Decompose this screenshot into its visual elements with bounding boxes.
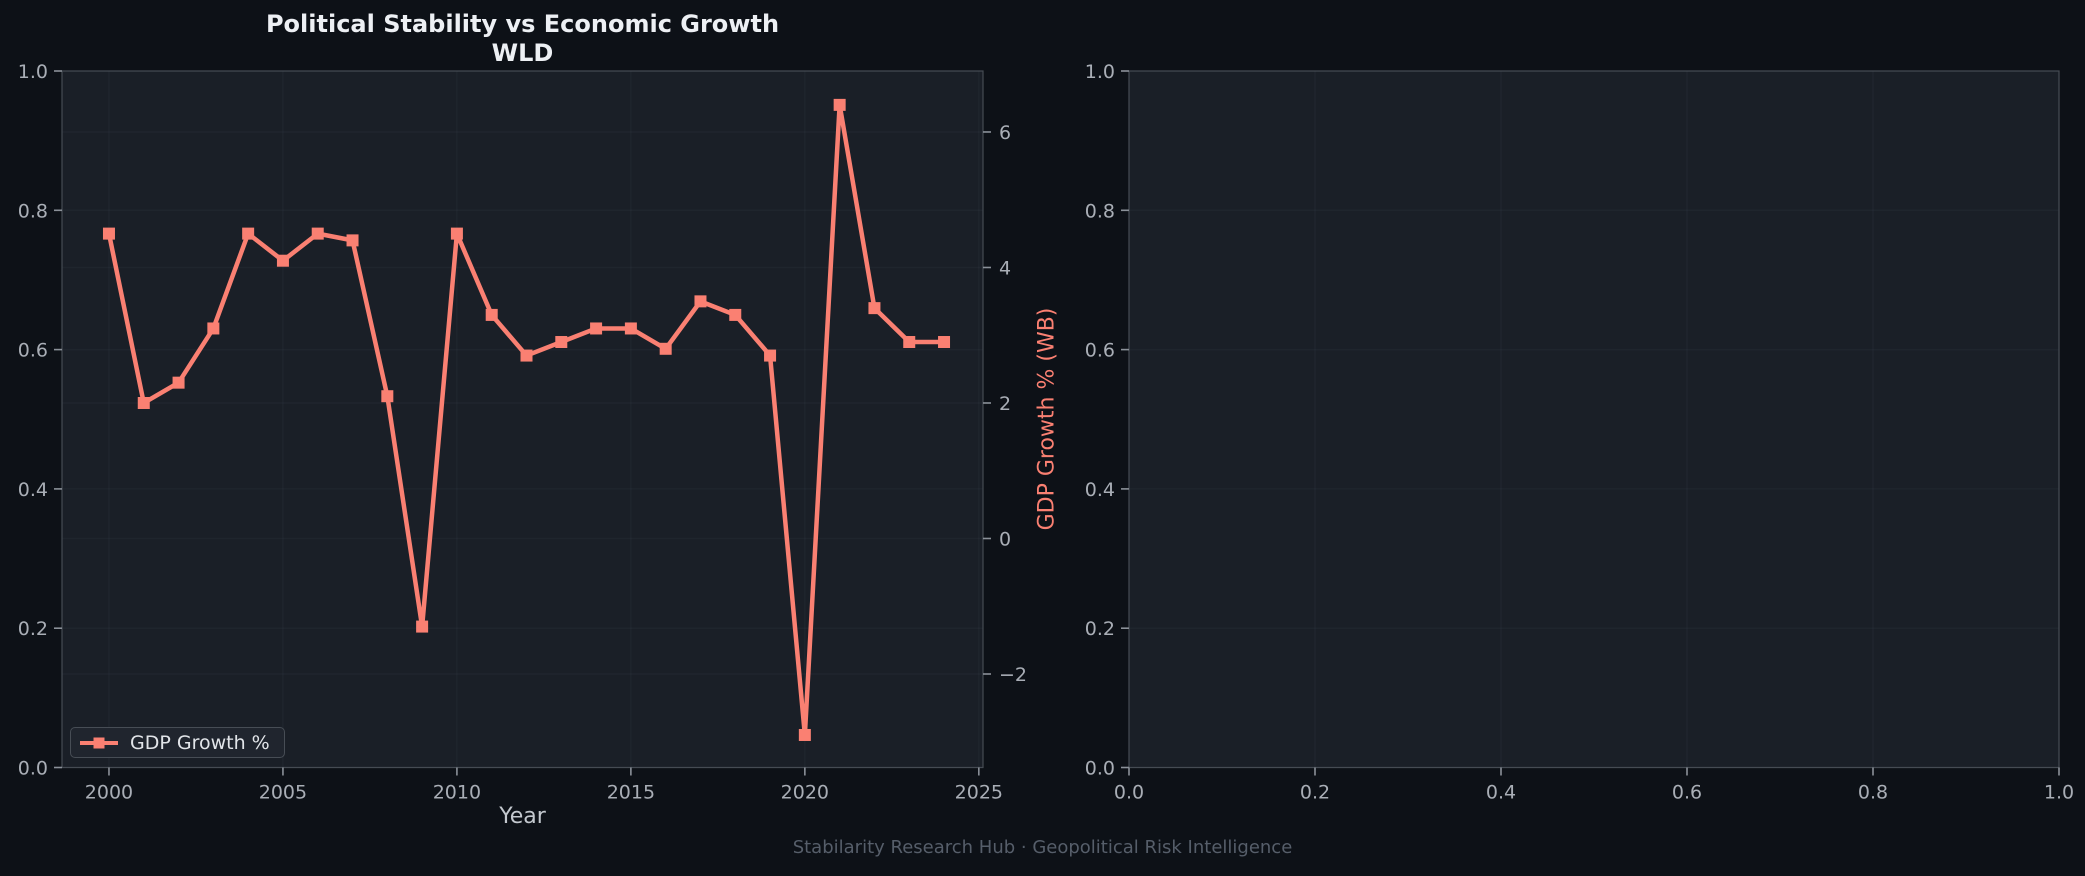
right-y-tick-label: 2: [999, 393, 1011, 415]
y-tick-label: 0.2: [18, 618, 48, 640]
data-point-2020: [798, 728, 811, 741]
y-tick-label: 1.0: [18, 61, 48, 83]
y-tick-label: 1.0: [1085, 61, 1115, 83]
data-point-2000: [102, 227, 115, 240]
data-point-2005: [276, 254, 289, 267]
y-tick-label: 0.0: [1085, 758, 1115, 780]
data-point-2016: [659, 342, 672, 355]
x-tick-label: 2015: [607, 782, 655, 804]
data-point-2007: [346, 234, 359, 247]
data-point-2002: [172, 376, 185, 389]
data-point-2019: [764, 349, 777, 362]
y-tick-label: 0.4: [1085, 479, 1115, 501]
x-tick-label: 2005: [259, 782, 307, 804]
right-y-tick-label: −2: [999, 664, 1027, 686]
y-tick-label: 0.6: [1085, 340, 1115, 362]
x-tick-label: 2020: [781, 782, 829, 804]
data-point-2001: [137, 396, 150, 409]
right-plot-area: [1129, 71, 2059, 768]
chart-subtitle: WLD: [491, 39, 554, 67]
right-axis-label: GDP Growth % (WB): [1034, 307, 1060, 531]
left-plot-area: [62, 71, 983, 768]
footer-text: Stabilarity Research Hub · Geopolitical …: [792, 837, 1293, 858]
data-point-2013: [555, 336, 568, 349]
data-point-2024: [938, 336, 951, 349]
right-y-tick-label: 4: [999, 257, 1011, 279]
y-tick-label: 0.2: [1085, 618, 1115, 640]
legend-line-sample-icon: [80, 737, 118, 748]
data-point-2003: [207, 322, 220, 335]
x-axis-label: Year: [499, 804, 546, 829]
x-tick-label: 2000: [85, 782, 133, 804]
data-point-2011: [485, 308, 498, 321]
x-tick-label: 0.2: [1300, 782, 1330, 804]
x-tick-label: 2025: [955, 782, 1003, 804]
data-point-2021: [833, 98, 846, 111]
y-tick-label: 0.8: [1085, 200, 1115, 222]
legend-label: GDP Growth %: [130, 731, 270, 754]
right-y-tick-label: 0: [999, 528, 1011, 550]
x-tick-label: 0.8: [1858, 782, 1888, 804]
title-block: Political Stability vs Economic Growth W…: [62, 10, 983, 68]
x-tick-label: 1.0: [2044, 782, 2074, 804]
x-tick-label: 0.4: [1486, 782, 1516, 804]
data-point-2004: [242, 227, 255, 240]
right-y-tick-label: 6: [999, 122, 1011, 144]
left-plot-spines: [61, 70, 984, 769]
data-point-2014: [590, 322, 603, 335]
y-tick-label: 0.0: [18, 758, 48, 780]
data-point-2023: [903, 336, 916, 349]
x-tick-label: 2010: [433, 782, 481, 804]
x-tick-label: 0.0: [1114, 782, 1144, 804]
x-tick-label: 0.6: [1672, 782, 1702, 804]
data-point-2006: [311, 227, 324, 240]
data-point-2012: [520, 349, 533, 362]
right-plot-spines: [1128, 70, 2060, 769]
data-point-2018: [729, 308, 742, 321]
data-point-2009: [416, 620, 429, 633]
data-point-2017: [694, 295, 707, 308]
chart-title: Political Stability vs Economic Growth: [265, 10, 780, 38]
y-tick-label: 0.4: [18, 479, 48, 501]
data-point-2022: [868, 302, 881, 315]
data-point-2010: [450, 227, 463, 240]
data-point-2015: [624, 322, 637, 335]
y-tick-label: 0.6: [18, 340, 48, 362]
y-tick-label: 0.8: [18, 200, 48, 222]
data-point-2008: [381, 390, 394, 403]
legend: GDP Growth %: [70, 727, 285, 758]
